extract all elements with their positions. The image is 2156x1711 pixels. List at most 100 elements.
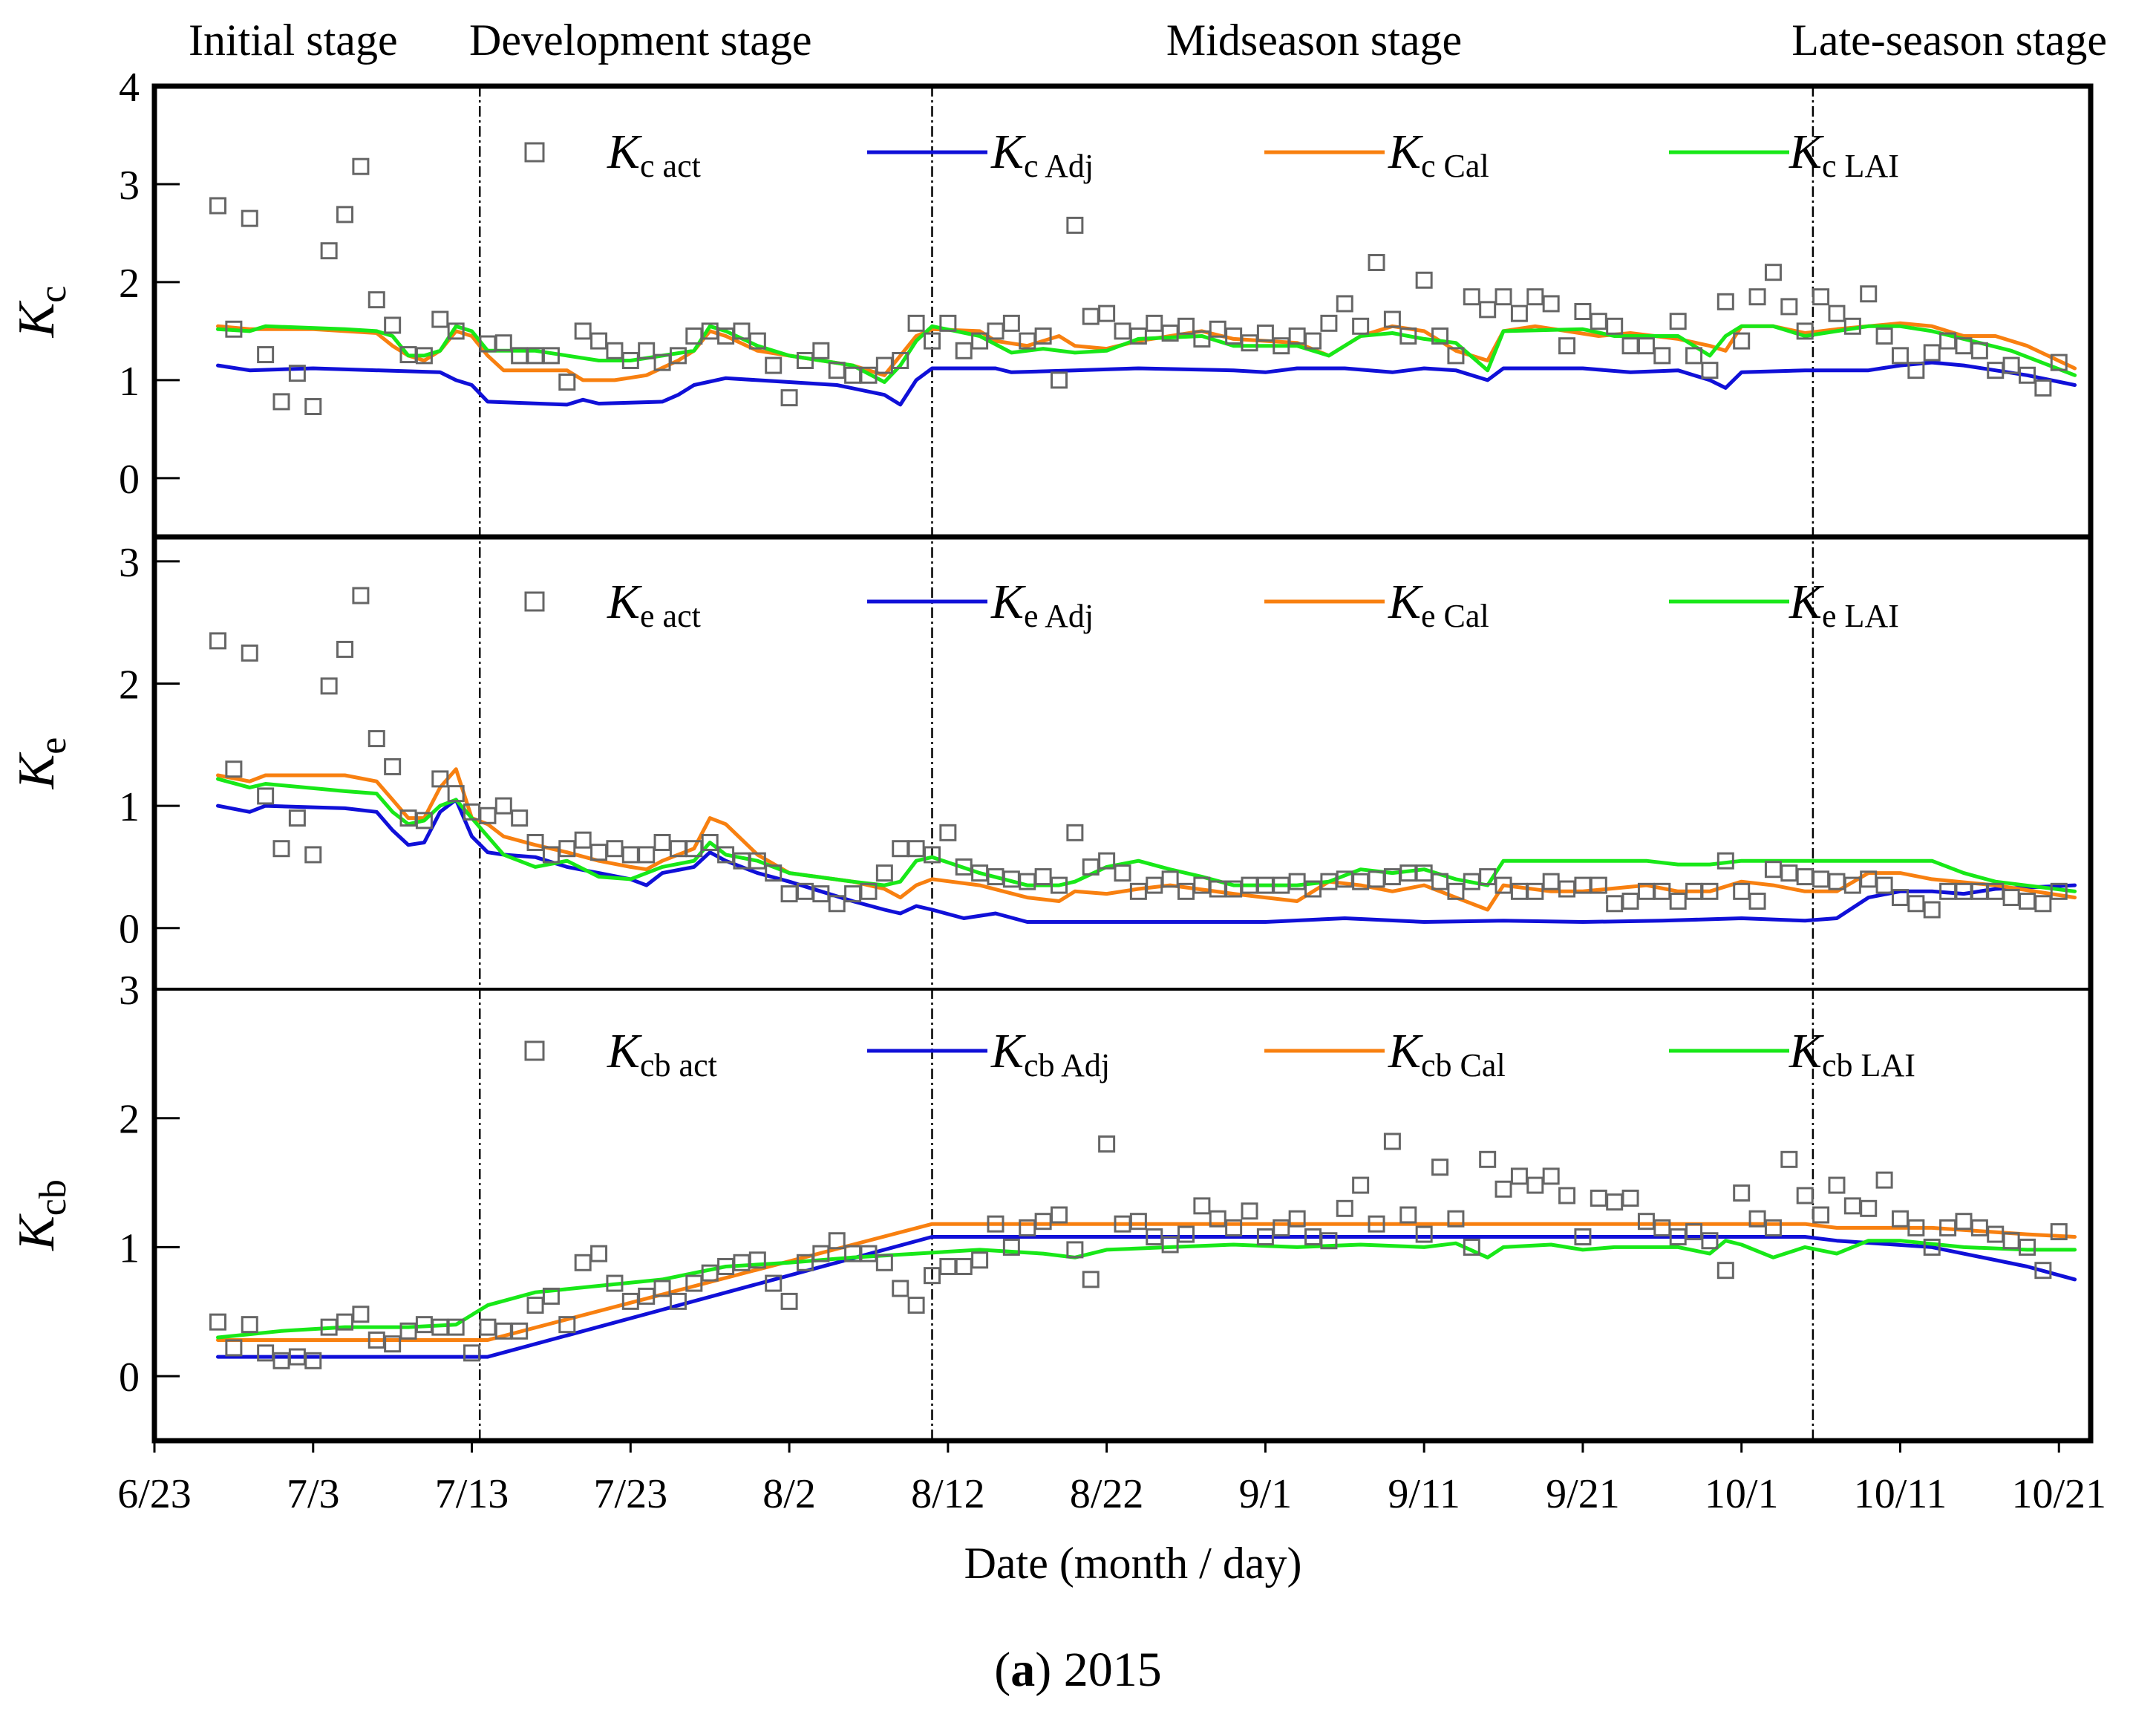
data-point [653,1280,671,1297]
data-point [971,1251,989,1269]
series-line-ke-cal [216,767,2077,912]
data-point [1542,295,1560,313]
data-point [1114,322,1131,340]
data-point [1494,1180,1512,1198]
data-point [494,797,512,815]
data-point [1082,1271,1100,1288]
x-tick-label: 6/23 [117,1471,192,1517]
data-point [209,197,227,215]
data-point [1606,895,1624,913]
y-tick-label: 1 [119,359,140,405]
data-point [892,1280,909,1297]
data-point [1510,304,1528,322]
data-point [796,1254,814,1271]
x-tick-label: 8/2 [762,1471,816,1517]
x-tick-label: 10/21 [2011,1471,2106,1517]
y-axis-title-main: K [8,300,65,338]
legend-label-adj: Kc Adj [990,125,1094,184]
legend-label-sub: cb act [640,1047,717,1083]
data-point [875,864,893,882]
data-point [1733,1184,1751,1202]
data-point [447,785,465,803]
data-point [1415,1225,1433,1243]
data-point [1526,288,1544,306]
legend-label-main: K [607,125,642,179]
legend-label-cal: Kc Cal [1388,125,1489,184]
x-tick-label: 10/11 [1854,1471,1947,1517]
data-point [1177,1225,1195,1243]
data-point [907,840,925,858]
data-point [1780,1150,1798,1168]
data-point [1558,337,1576,355]
legend-label-lai: Ke LAI [1788,575,1899,634]
y-axis-kc: 0 1 2 3 4 Kc [8,65,180,503]
data-point [574,322,592,340]
data-point [463,1344,481,1362]
data-point [526,833,544,851]
data-point [1764,264,1782,281]
data-point [606,342,624,359]
legend-label-adj: Kcb Adj [990,1024,1110,1083]
data-point [542,347,560,365]
data-point [1923,901,1941,919]
legend-kcb: Kcb act Kcb Adj Kcb Cal Kcb LAI [524,1024,1915,1083]
data-point [828,1232,846,1250]
data-point [241,644,258,662]
legend-kc: Kc act Kc Adj Kc Cal Kc LAI [524,125,1899,184]
legend-label-sub: e act [640,598,701,634]
data-point [1098,304,1116,322]
data-point [1558,880,1576,898]
y-axis-title-main: K [8,752,65,789]
data-point [780,389,798,407]
data-point [1129,327,1147,345]
labels: Initial stage Development stage Midseaso… [189,16,2107,1697]
data-point [1780,298,1798,316]
data-point [1368,1215,1385,1233]
data-point [971,332,989,350]
data-point [368,291,385,309]
data-point [1114,864,1131,882]
legend-ke: Ke act Ke Adj Ke Cal Ke LAI [524,575,1899,634]
y-axis-title-sub: c [32,286,74,303]
data-point [1352,1176,1370,1194]
data-point [1383,1132,1401,1150]
legend-label-sub: cb LAI [1822,1047,1915,1083]
data-point [1129,1213,1147,1231]
data-point [511,809,529,827]
data-point [431,770,449,788]
y-tick-label: 1 [119,1225,140,1271]
y-axis-title-main: K [8,1213,65,1251]
y-tick-label: 0 [119,457,140,503]
data-point [272,840,290,858]
data-point [765,864,783,882]
data-point [2002,356,2020,374]
data-point [1923,1238,1941,1256]
caption-letter: a [1010,1643,1035,1697]
data-point [1621,1189,1639,1207]
y-axis-title: Ke [8,737,74,790]
data-point [1146,314,1163,332]
data-point [1764,861,1782,879]
legend-label-main: K [990,125,1026,179]
data-point [2050,882,2068,900]
data-point [939,314,957,332]
data-point [1955,1213,1973,1231]
data-point [1891,347,1909,365]
data-point [939,824,957,841]
data-point [1558,1187,1576,1205]
data-point [1098,1135,1116,1153]
series-line-kcb-adj [216,1235,2077,1359]
data-point [1447,882,1465,900]
legend-label-lai: Kc LAI [1788,125,1899,184]
data-point [1415,864,1433,882]
data-point [606,840,624,858]
data-point [494,334,512,352]
data-point [1526,1176,1544,1194]
data-point [368,730,385,748]
data-point [621,846,639,864]
data-point [1256,1228,1274,1246]
data-point [1447,347,1465,365]
data-point [1748,1210,1766,1228]
data-point [590,332,608,350]
